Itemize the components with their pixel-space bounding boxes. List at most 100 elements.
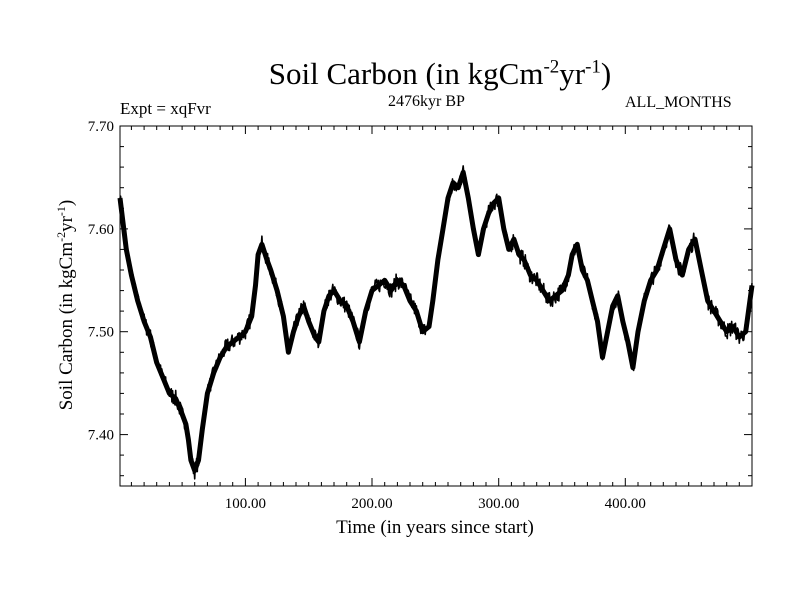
soil-carbon-point — [751, 284, 753, 287]
x-axis-label: Time (in years since start) — [336, 517, 534, 538]
y-tick-label: 7.50 — [88, 325, 114, 341]
soil-carbon-point — [402, 284, 405, 287]
soil-carbon-point — [482, 228, 485, 230]
soil-carbon-point — [668, 228, 671, 230]
y-axis-label-sup-2: -1 — [53, 206, 68, 217]
x-tick-label: 400.00 — [605, 496, 646, 512]
soil-carbon-point — [238, 336, 240, 338]
soil-carbon-point — [700, 269, 703, 271]
soil-carbon-point — [732, 325, 734, 328]
soil-carbon-point — [738, 336, 741, 338]
soil-carbon-point — [632, 366, 634, 369]
soil-carbon-point — [627, 341, 629, 343]
chart-title-end: ) — [600, 56, 612, 91]
soil-carbon-point — [323, 310, 325, 312]
soil-carbon-point — [508, 248, 510, 251]
soil-carbon-point — [307, 320, 310, 323]
soil-carbon-point — [257, 253, 259, 256]
soil-carbon-point — [383, 279, 386, 282]
soil-carbon-point — [719, 320, 722, 323]
soil-carbon-point — [339, 300, 342, 302]
soil-carbon-point — [477, 253, 480, 256]
soil-carbon-point — [452, 181, 454, 184]
soil-carbon-point — [442, 228, 444, 230]
soil-carbon-point — [174, 397, 177, 400]
soil-carbon-point — [432, 300, 434, 302]
chart-title-sup-1: -2 — [543, 56, 560, 78]
series-layer — [117, 165, 755, 480]
soil-carbon-point — [345, 305, 348, 307]
soil-carbon-point — [467, 197, 470, 199]
soil-carbon-point — [591, 300, 594, 302]
soil-carbon-point — [287, 351, 290, 354]
y-tick-label: 7.70 — [88, 119, 114, 135]
soil-carbon-point — [415, 310, 418, 312]
soil-carbon-point — [282, 315, 285, 318]
x-tick-label: 100.00 — [225, 496, 266, 512]
soil-carbon-point — [314, 336, 316, 338]
soil-carbon-point — [292, 330, 295, 333]
soil-carbon-point — [149, 336, 152, 338]
soil-carbon-point — [523, 258, 525, 261]
soil-carbon-point — [529, 274, 532, 276]
soil-carbon-point — [328, 294, 330, 297]
soil-carbon-point — [181, 413, 183, 415]
soil-carbon-point — [513, 238, 515, 240]
soil-carbon-point — [567, 274, 570, 276]
soil-carbon-point — [168, 392, 171, 395]
soil-carbon-point — [201, 428, 204, 431]
plot-frame — [119, 125, 753, 487]
soil-carbon-point — [231, 341, 234, 343]
soil-carbon-point — [535, 279, 538, 282]
soil-carbon-point — [622, 320, 624, 323]
soil-carbon-point — [611, 305, 614, 307]
y-axis-label-end: ) — [56, 199, 78, 207]
soil-carbon-series-line — [119, 165, 753, 480]
soil-carbon-point — [225, 346, 228, 348]
y-axis-label-sup-1: -2 — [53, 231, 68, 242]
soil-carbon-point — [492, 202, 495, 204]
soil-carbon-point — [428, 325, 430, 328]
chart-title-mid: yr — [559, 56, 586, 91]
x-tick-label: 300.00 — [478, 496, 519, 512]
soil-carbon-point — [457, 186, 460, 189]
soil-carbon-point — [542, 289, 544, 292]
soil-carbon-point — [155, 361, 158, 364]
soil-carbon-point — [576, 243, 578, 246]
soil-carbon-point — [125, 248, 128, 251]
soil-carbon-point — [136, 300, 139, 302]
soil-carbon-point — [675, 258, 677, 261]
soil-carbon-point — [269, 269, 272, 271]
soil-carbon-point — [694, 238, 696, 240]
soil-carbon-point — [302, 305, 305, 307]
soil-carbon-point — [162, 377, 164, 379]
soil-carbon-point — [725, 330, 728, 333]
y-tick-label: 7.40 — [88, 428, 114, 444]
soil-carbon-trend-band — [117, 169, 755, 474]
soil-carbon-point — [447, 197, 449, 199]
soil-carbon-point — [561, 289, 563, 292]
soil-carbon-point — [518, 253, 520, 256]
soil-carbon-point — [333, 289, 335, 292]
soil-carbon-point — [571, 253, 573, 256]
soil-carbon-point — [143, 320, 145, 323]
soil-carbon-point — [130, 274, 133, 276]
soil-carbon-point — [187, 438, 190, 441]
soil-carbon-point — [744, 330, 747, 333]
soil-carbon-point — [462, 171, 465, 174]
soil-carbon-point — [212, 372, 215, 374]
soil-carbon-point — [297, 315, 300, 318]
soil-carbon-point — [190, 459, 192, 462]
soil-carbon-point — [649, 279, 652, 282]
soil-carbon-point — [503, 228, 505, 230]
soil-carbon-point — [276, 289, 278, 292]
soil-carbon-point — [390, 289, 392, 292]
y-axis-label: Soil Carbon (in kgCm-2yr-1) — [54, 200, 78, 411]
soil-carbon-point — [596, 320, 599, 323]
soil-carbon-point — [586, 279, 589, 282]
soil-carbon-point — [687, 248, 690, 251]
soil-carbon-point — [421, 330, 424, 333]
soil-carbon-point — [219, 356, 221, 359]
soil-carbon-point — [554, 294, 557, 297]
